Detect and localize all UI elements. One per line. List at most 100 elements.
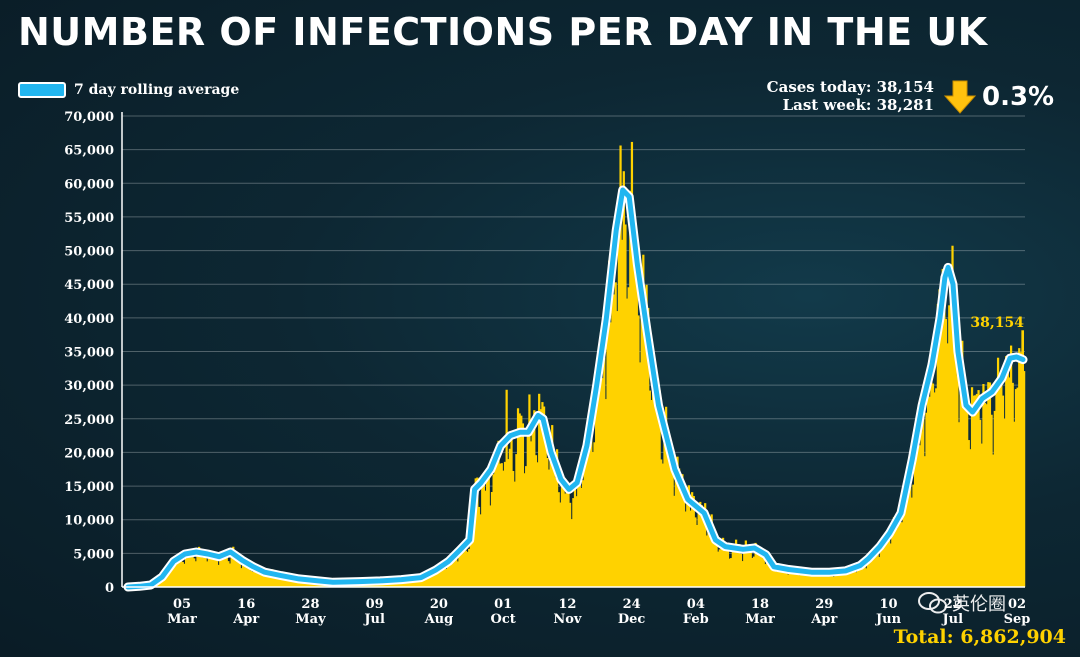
daily-case-bar [608,260,611,587]
y-tick-label: 5,000 [73,547,114,562]
daily-case-bar [284,579,287,587]
daily-case-bar [280,575,284,587]
x-tick-month: Dec [618,612,646,627]
daily-case-bar [523,473,526,587]
daily-case-bar [806,570,809,587]
daily-case-bar [295,580,298,587]
daily-case-bar [860,563,863,587]
daily-case-bar [970,387,974,587]
daily-case-bar [194,561,197,587]
daily-case-bar [1000,371,1003,587]
daily-case-bar [191,550,194,587]
daily-case-bar [941,268,944,587]
daily-case-bar [931,383,935,587]
daily-case-bar [412,578,415,587]
x-tick-month: Sep [1004,612,1031,627]
daily-case-bar [173,564,176,587]
daily-case-bar [774,568,777,587]
daily-case-bar [718,549,721,587]
daily-case-bar [521,423,525,587]
daily-case-bar [445,568,448,587]
daily-case-bar [691,492,694,587]
daily-case-bar [879,541,883,587]
x-tick-day: 18 [751,597,769,612]
daily-case-bar [756,546,759,587]
legend-label: 7 day rolling average [74,82,240,98]
daily-case-bar [637,315,640,587]
x-tick-month: Apr [232,612,259,627]
daily-case-bar [204,555,207,587]
daily-case-bar [1016,387,1019,587]
daily-case-bar [767,558,770,587]
daily-case-bar [570,519,573,587]
daily-case-bar [769,562,772,587]
daily-case-bar [539,409,542,587]
daily-case-bar [490,492,494,587]
daily-case-bar [215,560,219,587]
daily-case-bar [513,481,516,587]
daily-case-bar [868,555,871,587]
daily-case-bar [912,484,915,587]
daily-case-bar [717,551,720,587]
daily-case-bar [1023,371,1026,587]
daily-case-bar [183,563,186,587]
latest-value-label: 38,154 [970,315,1024,331]
daily-case-bar [536,462,539,587]
daily-case-bar [915,436,918,587]
daily-case-bar [459,543,463,587]
daily-case-bar [726,545,730,587]
daily-case-bar [525,466,528,587]
arrow-down-icon [944,80,976,114]
daily-case-bar [411,580,414,587]
daily-case-bar [256,568,259,587]
daily-case-bar [176,555,180,587]
daily-case-bar [542,406,546,587]
daily-case-bar [891,525,894,587]
daily-case-bar [267,572,271,587]
daily-case-bar [643,330,647,587]
y-tick-label: 65,000 [64,144,114,159]
daily-case-bar [832,576,835,587]
daily-case-bar [599,332,603,587]
x-tick-month: Aug [424,612,454,627]
daily-case-bar [595,373,598,587]
daily-case-bar [614,282,617,587]
daily-case-bar [985,404,988,587]
daily-case-bar [761,551,764,587]
daily-case-bar [276,572,279,587]
daily-case-bar [237,557,240,587]
daily-case-bar [269,572,272,587]
daily-case-bar [214,553,217,587]
daily-case-bar [834,572,837,587]
daily-case-bar [979,419,982,587]
daily-case-bar [651,367,655,587]
daily-case-bar [866,564,870,587]
daily-case-bar [692,496,695,587]
daily-case-bar [892,517,896,587]
daily-case-bar [266,569,269,587]
x-tick-day: 12 [558,597,576,612]
daily-case-bar [873,555,876,587]
daily-case-bar [254,566,258,587]
daily-case-bar [529,441,533,587]
daily-case-bar [926,376,930,587]
daily-case-bar [964,390,967,587]
wechat-icon [918,592,947,614]
daily-case-bar [731,548,734,587]
daily-case-bar [446,565,450,587]
daily-case-bar [238,563,241,587]
x-tick-month: Jul [941,612,963,627]
daily-case-bar [551,425,554,587]
daily-case-bar [424,575,427,587]
y-tick-label: 30,000 [64,379,114,394]
daily-case-bar [251,571,254,587]
daily-case-bar [673,495,676,587]
change-percent: 0.3% [982,82,1055,112]
daily-case-bar [225,554,228,587]
daily-case-bar [871,559,874,587]
daily-case-bar [751,558,754,587]
x-tick-day: 01 [494,597,512,612]
daily-case-bar [948,305,951,587]
y-tick-label: 50,000 [64,245,114,260]
daily-case-bar [777,569,780,587]
